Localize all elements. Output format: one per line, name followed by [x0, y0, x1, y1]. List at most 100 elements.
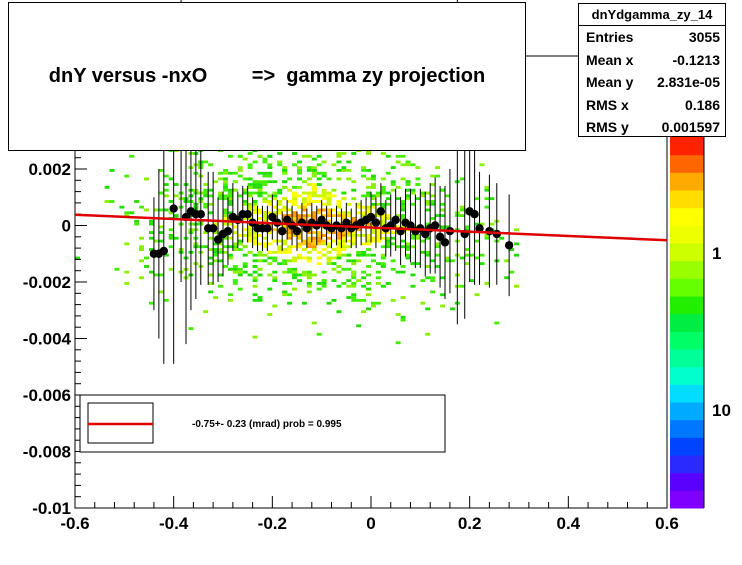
hist-cell: [158, 290, 164, 294]
palette-cell: [670, 490, 704, 509]
hist-cell: [257, 180, 263, 184]
hist-cell: [311, 185, 317, 189]
hist-cell: [366, 265, 371, 268]
hist-cell: [395, 154, 401, 158]
x-tick-label: 0.6: [655, 514, 679, 533]
hist-cell: [292, 163, 297, 167]
hist-cell: [267, 174, 273, 178]
hist-cell: [331, 208, 337, 212]
hist-cell: [326, 301, 332, 305]
hist-cell: [227, 245, 233, 249]
hist-cell: [351, 284, 357, 288]
hist-cell: [514, 284, 519, 288]
hist-cell: [208, 282, 214, 285]
hist-cell: [479, 163, 485, 167]
hist-cell: [321, 194, 327, 198]
hist-cell: [341, 217, 347, 220]
hist-cell: [277, 239, 283, 243]
hist-cell: [223, 245, 228, 249]
hist-cell: [173, 214, 179, 218]
profile-point: [302, 224, 312, 233]
x-tick-label: -0.4: [159, 514, 189, 533]
stats-row: Mean x -0.1213: [579, 49, 725, 72]
hist-cell: [153, 273, 159, 277]
hist-cell: [351, 180, 357, 184]
hist-cell: [124, 270, 130, 274]
hist-cell: [380, 177, 386, 181]
palette-cell: [670, 190, 704, 209]
hist-cell: [252, 185, 258, 189]
hist-cell: [311, 321, 317, 325]
hist-cell: [474, 197, 480, 201]
hist-cell: [208, 273, 214, 277]
hist-cell: [415, 177, 421, 181]
hist-cell: [346, 253, 352, 257]
hist-cell: [287, 233, 293, 237]
hist-cell: [257, 154, 263, 158]
hist-cell: [341, 152, 347, 155]
hist-cell: [292, 270, 297, 274]
hist-cell: [375, 194, 381, 198]
hist-cell: [149, 222, 154, 226]
hist-cell: [282, 180, 288, 184]
hist-cell: [395, 313, 401, 316]
hist-cell: [213, 296, 219, 299]
hist-cell: [336, 236, 342, 240]
stats-value: 2.831e-05: [656, 74, 720, 90]
hist-cell: [262, 197, 268, 201]
hist-cell: [247, 177, 253, 181]
hist-cell: [287, 228, 293, 232]
hist-cell: [361, 166, 367, 169]
hist-cell: [287, 248, 293, 251]
hist-cell: [425, 307, 431, 311]
hist-cell: [435, 265, 441, 268]
hist-cell: [203, 205, 209, 209]
hist-cell: [232, 231, 238, 234]
hist-cell: [208, 163, 214, 167]
hist-cell: [346, 211, 352, 215]
hist-cell: [371, 301, 376, 305]
hist-cell: [301, 180, 307, 184]
hist-cell: [267, 262, 273, 266]
hist-cell: [390, 231, 396, 234]
hist-cell: [449, 307, 455, 311]
hist-cell: [380, 245, 386, 249]
hist-cell: [301, 217, 307, 220]
hist-cell: [247, 183, 253, 186]
hist-cell: [262, 219, 268, 223]
title-box: dnY versus -nxO => gamma zy projection: [8, 2, 526, 151]
hist-cell: [430, 202, 436, 206]
hist-cell: [346, 177, 352, 181]
hist-cell: [336, 200, 342, 203]
hist-cell: [341, 267, 347, 271]
hist-cell: [232, 180, 238, 184]
hist-cell: [390, 188, 396, 192]
hist-cell: [321, 270, 327, 274]
hist-cell: [371, 205, 376, 209]
hist-cell: [361, 310, 367, 314]
hist-cell: [282, 166, 288, 169]
hist-cell: [306, 166, 312, 169]
hist-cell: [168, 233, 174, 237]
hist-cell: [232, 171, 238, 175]
hist-cell: [366, 273, 371, 277]
stats-row: RMS x 0.186: [579, 94, 725, 117]
hist-cell: [168, 245, 174, 249]
hist-cell: [341, 248, 347, 251]
hist-cell: [218, 259, 223, 263]
hist-cell: [375, 236, 381, 240]
hist-cell: [262, 174, 268, 178]
palette-cell: [670, 437, 704, 456]
hist-cell: [336, 231, 342, 234]
hist-cell: [326, 250, 332, 254]
hist-cell: [375, 233, 381, 237]
hist-cell: [223, 188, 228, 192]
hist-cell: [223, 185, 228, 189]
hist-cell: [514, 253, 519, 257]
stats-label: RMS y: [586, 119, 629, 135]
hist-cell: [484, 236, 490, 240]
hist-cell: [361, 205, 367, 209]
x-tick-label: 0.4: [557, 514, 581, 533]
hist-cell: [430, 200, 436, 203]
hist-cell: [311, 171, 317, 175]
